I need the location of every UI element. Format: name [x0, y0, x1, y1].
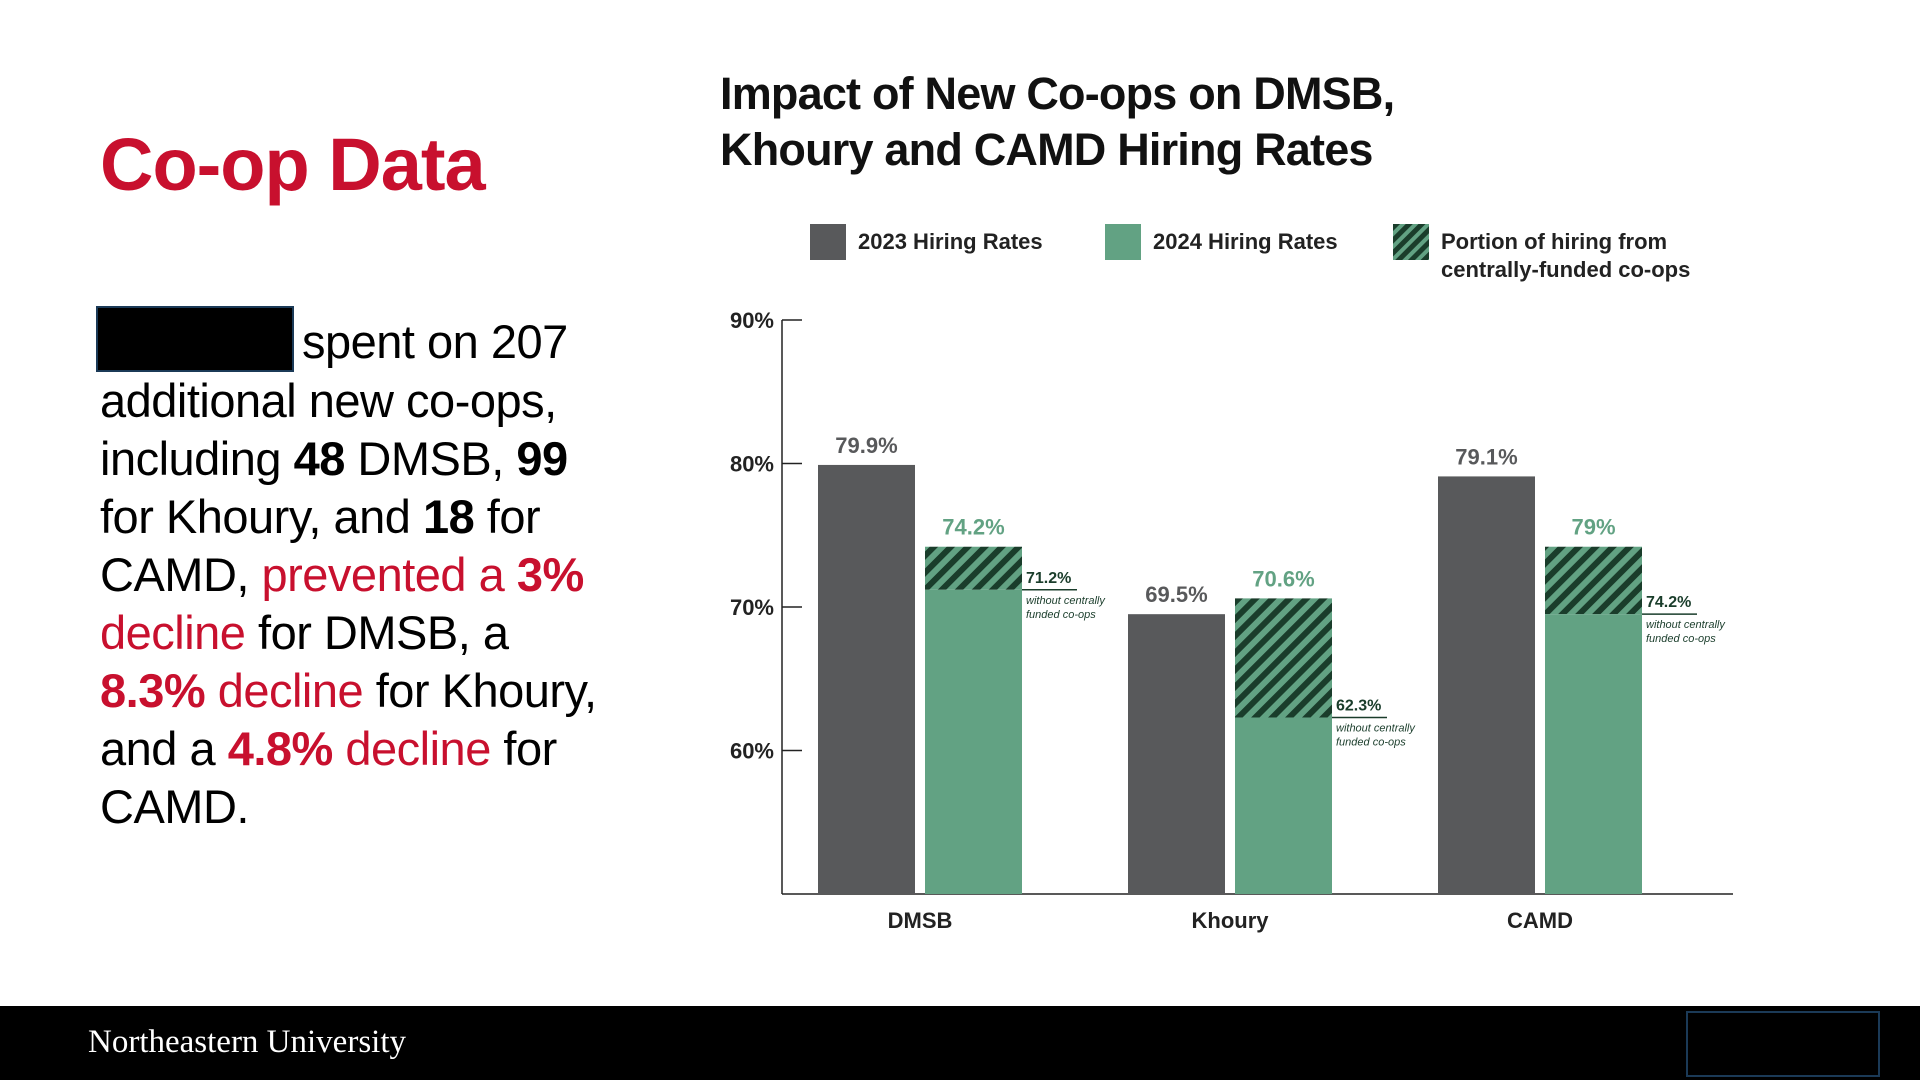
legend-item-2023: 2023 Hiring Rates [810, 224, 1043, 260]
bar-2024-camd [1545, 614, 1642, 894]
legend-label: 2023 Hiring Rates [858, 229, 1043, 254]
annotation-note: without centrally funded co-ops [1646, 619, 1726, 645]
annotation-note: without centrally funded co-ops [1336, 722, 1416, 748]
x-tick-label: CAMD [1507, 908, 1573, 933]
summary-run: for Khoury, and a [100, 664, 597, 775]
legend-label: Portion of hiring from centrally-funded … [1441, 229, 1691, 282]
redacted-amount [96, 306, 294, 372]
chart-title: Impact of New Co-ops on DMSB, Khoury and… [720, 68, 1395, 175]
summary-run: 3% [516, 548, 584, 601]
summary-run: 8.3% [100, 664, 206, 717]
bar-2024-dmsb [925, 589, 1022, 894]
data-label-2024: 70.6% [1252, 566, 1314, 591]
annotation-value: 62.3% [1336, 697, 1381, 714]
annotation-value: 74.2% [1646, 594, 1691, 611]
summary-run: for CAMD, [100, 490, 541, 601]
summary-run: decline [332, 722, 491, 775]
summary-run: 99 [516, 432, 568, 485]
legend-swatch-gray [810, 224, 846, 260]
legend-item-2024: 2024 Hiring Rates [1105, 224, 1338, 260]
data-label-2024: 74.2% [942, 515, 1004, 540]
summary-text: spent on 207 additional new co-ops, incl… [96, 306, 620, 836]
summary-run: for CAMD. [100, 722, 557, 833]
legend-item-central: Portion of hiring from centrally-funded … [1393, 224, 1731, 284]
legend-label: 2024 Hiring Rates [1153, 229, 1338, 254]
summary-run: for Khoury, and [100, 490, 423, 543]
y-tick-label: 90% [730, 308, 774, 333]
footer-bar: Northeastern University [0, 1006, 1920, 1080]
bar-2023-camd [1438, 476, 1535, 894]
y-tick-label: 70% [730, 595, 774, 620]
summary-run: spent on 207 additional new co-ops, incl… [100, 315, 568, 485]
slide-title: Co-op Data [100, 123, 486, 206]
summary-run: 48 [293, 432, 346, 485]
summary-runs: spent on 207 additional new co-ops, incl… [100, 315, 597, 833]
summary-run: decline [100, 606, 246, 659]
x-tick-label: DMSB [888, 908, 953, 933]
bar-central-portion-camd [1545, 546, 1642, 615]
data-label-2023: 69.5% [1145, 582, 1207, 607]
data-label-2024: 79% [1571, 515, 1615, 540]
data-label-2023: 79.9% [835, 433, 897, 458]
y-tick-label: 80% [730, 452, 774, 477]
data-label-2023: 79.1% [1455, 444, 1517, 469]
x-tick-label: Khoury [1192, 908, 1270, 933]
bar-central-portion-khoury [1235, 598, 1332, 718]
footer-logo-box [1686, 1011, 1880, 1077]
summary-run: prevented a [261, 548, 517, 601]
y-tick-label: 60% [730, 739, 774, 764]
summary-run: for DMSB, a [245, 606, 509, 659]
university-wordmark: Northeastern University [88, 1024, 406, 1060]
annotation-note: without centrally funded co-ops [1026, 595, 1106, 621]
bar-2023-khoury [1128, 614, 1225, 894]
legend-swatch-hatch [1393, 224, 1429, 260]
hiring-rates-chart: 60% 70% 80% 90% 79.9% 74.2% 71.2% without centr… [730, 308, 1733, 933]
summary-run: 18 [422, 490, 475, 543]
summary-run: decline [205, 664, 364, 717]
annotation-value: 71.2% [1026, 570, 1071, 587]
bar-central-portion-dmsb [925, 546, 1022, 590]
summary-run: DMSB, [344, 432, 517, 485]
bar-2023-dmsb [818, 464, 915, 894]
bar-2024-khoury [1235, 717, 1332, 894]
legend-swatch-green [1105, 224, 1141, 260]
summary-run: 4.8% [227, 722, 334, 775]
